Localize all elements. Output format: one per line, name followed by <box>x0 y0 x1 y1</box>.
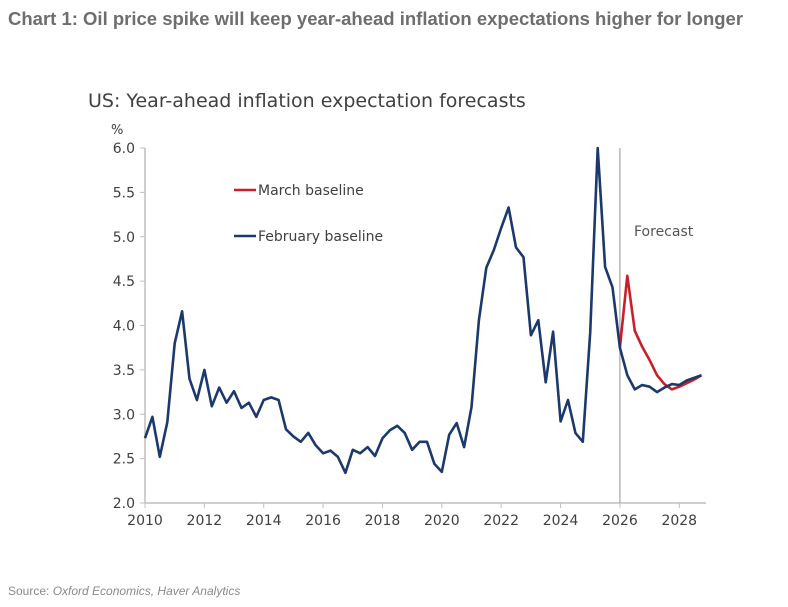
y-tick-label: 2.5 <box>113 452 135 468</box>
x-tick-label: 2010 <box>127 513 163 529</box>
chart-title: Chart 1: Oil price spike will keep year-… <box>8 8 744 29</box>
x-tick-label: 2018 <box>365 513 401 529</box>
y-tick-label: 4.5 <box>113 274 135 290</box>
x-tick-label: 2022 <box>483 513 519 529</box>
x-tick-label: 2016 <box>305 513 341 529</box>
y-axis-unit: % <box>111 123 123 138</box>
chart-subtitle: US: Year-ahead inflation expectation for… <box>88 90 526 112</box>
y-tick-label: 5.5 <box>113 185 135 201</box>
legend-label-march: March baseline <box>258 183 364 199</box>
series-line-march-baseline <box>618 274 703 391</box>
x-tick-label: 2026 <box>602 513 638 529</box>
y-tick-label: 3.0 <box>113 407 135 423</box>
y-tick-label: 6.0 <box>113 141 135 157</box>
y-tick-label: 4.0 <box>113 319 135 335</box>
legend-label-february: February baseline <box>258 229 383 245</box>
forecast-annotation: Forecast <box>634 224 694 240</box>
source-note: Source: Oxford Economics, Haver Analytic… <box>8 584 240 598</box>
x-tick-label: 2028 <box>661 513 697 529</box>
source-label: Source: <box>8 584 50 598</box>
x-tick-label: 2012 <box>187 513 223 529</box>
series-line-february-baseline <box>143 146 702 475</box>
y-tick-label: 5.0 <box>113 230 135 246</box>
x-tick-label: 2014 <box>246 513 282 529</box>
x-tick-label: 2024 <box>543 513 579 529</box>
y-tick-label: 2.0 <box>113 496 135 512</box>
x-tick-label: 2020 <box>424 513 460 529</box>
y-tick-label: 3.5 <box>113 363 135 379</box>
source-text: Oxford Economics, Haver Analytics <box>52 584 241 598</box>
